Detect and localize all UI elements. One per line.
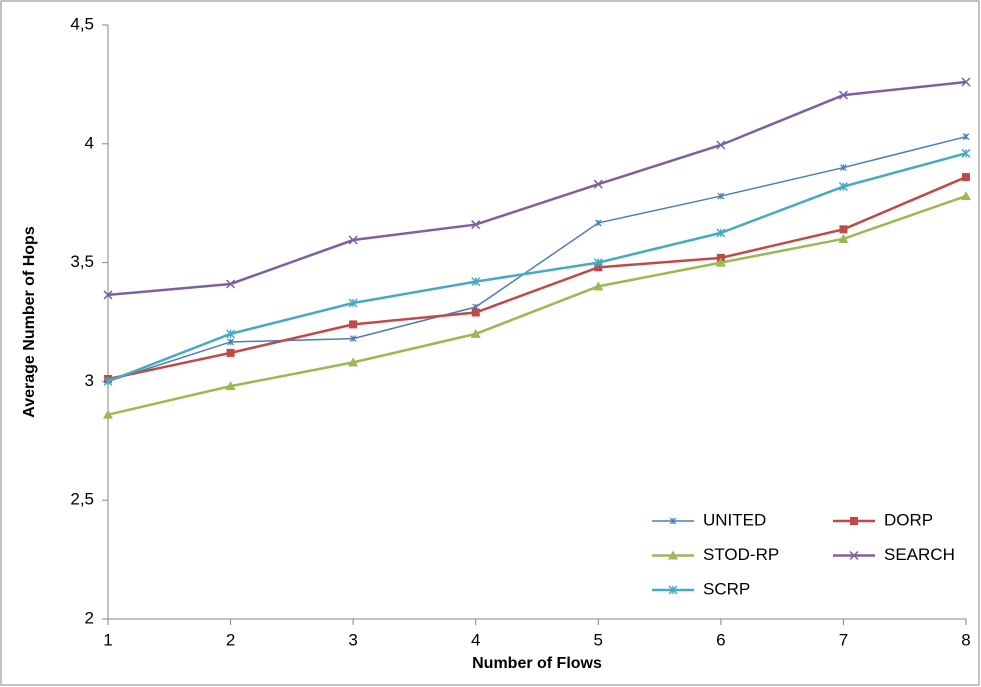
x-tick-label: 8 xyxy=(961,630,970,649)
x-tick-label: 3 xyxy=(348,630,357,649)
legend-item: SEARCH xyxy=(833,545,955,564)
marker xyxy=(103,376,113,386)
legend-label: SEARCH xyxy=(884,545,955,564)
legend-label: SCRP xyxy=(703,579,750,598)
marker xyxy=(838,233,849,243)
series-line xyxy=(107,80,967,297)
marker xyxy=(593,258,603,268)
x-tick-label: 6 xyxy=(716,630,725,649)
marker xyxy=(470,328,481,338)
marker xyxy=(839,225,848,234)
marker xyxy=(349,320,358,329)
series-line xyxy=(107,135,967,383)
marker xyxy=(961,191,971,201)
x-tick-label: 4 xyxy=(471,630,480,649)
series-line xyxy=(107,152,967,383)
marker xyxy=(716,228,726,238)
marker xyxy=(348,357,359,367)
marker xyxy=(838,182,848,192)
y-tick-label: 4,5 xyxy=(70,14,94,33)
marker xyxy=(349,335,357,343)
y-tick-label: 3,5 xyxy=(70,252,94,271)
marker xyxy=(850,517,858,525)
legend-item: SCRP xyxy=(652,579,750,598)
marker xyxy=(838,90,848,100)
marker xyxy=(593,281,604,291)
legend: UNITED DORP STOD-RP SEARCH SCRP xyxy=(652,510,955,598)
marker xyxy=(840,164,847,171)
marker xyxy=(471,277,481,287)
marker xyxy=(471,308,480,317)
marker xyxy=(668,585,678,595)
marker xyxy=(594,219,602,227)
marker xyxy=(594,263,603,272)
y-tick-label: 3 xyxy=(85,371,94,390)
marker xyxy=(226,279,236,289)
marker xyxy=(227,338,234,346)
series-line xyxy=(107,175,967,381)
legend-label: DORP xyxy=(884,510,933,529)
x-tick-label: 1 xyxy=(103,630,112,649)
y-tick-label: 2,5 xyxy=(70,490,94,509)
series-line xyxy=(107,194,967,416)
marker xyxy=(226,348,235,357)
marker xyxy=(961,148,971,158)
marker xyxy=(103,290,113,300)
legend-item: DORP xyxy=(833,510,933,529)
y-axis-title: Average Number of Hops xyxy=(21,226,38,418)
x-tick-label: 7 xyxy=(839,630,848,649)
marker xyxy=(668,550,678,560)
marker xyxy=(715,257,726,267)
legend-item: UNITED xyxy=(652,510,766,529)
marker xyxy=(716,140,726,150)
marker xyxy=(225,381,236,391)
marker xyxy=(962,133,970,141)
marker xyxy=(849,550,859,561)
legend-item: STOD-RP xyxy=(652,545,779,564)
x-tick-label: 2 xyxy=(226,630,235,649)
marker xyxy=(962,173,970,182)
marker xyxy=(717,192,725,200)
y-tick-label: 4 xyxy=(85,133,94,152)
marker xyxy=(103,409,113,419)
legend-label: UNITED xyxy=(703,510,766,529)
marker xyxy=(593,179,603,189)
marker xyxy=(669,517,677,525)
x-tick-label: 5 xyxy=(594,630,603,649)
marker xyxy=(961,77,971,87)
x-axis-title: Number of Flows xyxy=(472,655,602,672)
y-tick-label: 2 xyxy=(85,608,94,627)
marker xyxy=(348,235,358,245)
legend-label: STOD-RP xyxy=(703,545,779,564)
marker xyxy=(348,298,358,308)
marker xyxy=(471,220,481,230)
marker xyxy=(226,329,236,339)
